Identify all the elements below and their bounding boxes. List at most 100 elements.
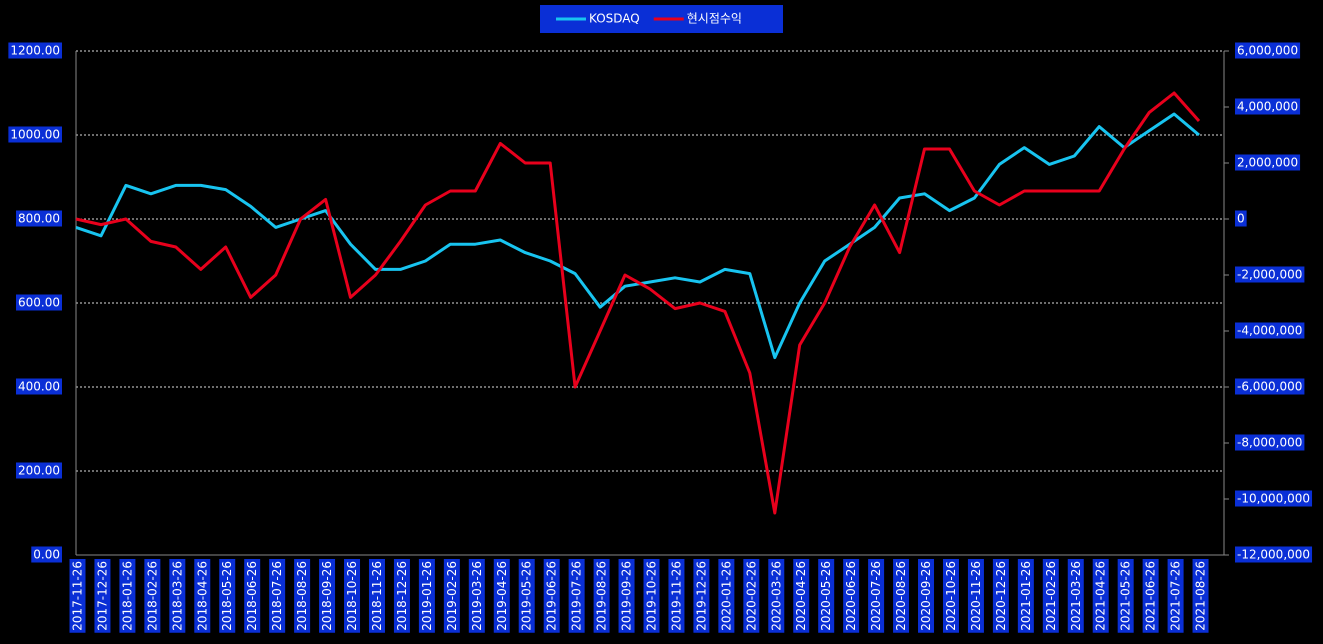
x-tick-label-bg [693, 559, 710, 633]
x-tick-label-group: 2020-07-26 [868, 559, 885, 633]
x-tick-label: 2019-06-26 [545, 561, 559, 631]
x-tick-label-bg [518, 559, 535, 633]
y-tick-label-group: 800.00 [16, 210, 62, 227]
x-tick-label-bg [543, 559, 560, 633]
y-tick-label-bg [16, 462, 62, 479]
y-tick-label-group: 1200.00 [8, 42, 62, 59]
x-tick-label-group: 2019-02-26 [443, 559, 460, 633]
y2-tick-label: -6,000,000 [1237, 380, 1302, 394]
x-tick-label-bg [1067, 559, 1084, 633]
x-tick-label-group: 2018-10-26 [344, 559, 361, 633]
x-tick-label-group: 2018-02-26 [144, 559, 161, 633]
x-tick-label-bg [169, 559, 186, 633]
x-tick-label-bg [493, 559, 510, 633]
x-tick-label: 2019-09-26 [620, 561, 634, 631]
x-tick-label-group: 2017-12-26 [94, 558, 111, 633]
x-tick-label-bg [1192, 559, 1209, 633]
x-tick-label: 2019-01-26 [420, 561, 434, 631]
x-tick-label: 2021-08-26 [1194, 561, 1208, 631]
x-tick-label-bg [119, 559, 136, 633]
y-tick-label-bg [16, 378, 62, 395]
x-tick-label-bg [1117, 559, 1134, 633]
x-tick-label-group: 2019-04-26 [493, 559, 510, 633]
x-tick-label-bg [967, 559, 984, 633]
y-tick-label-group: 1000.00 [8, 126, 62, 143]
x-tick-label-group: 2018-12-26 [393, 559, 410, 633]
y-tick-label-bg [8, 42, 62, 59]
x-tick-label-group: 2019-01-26 [418, 559, 435, 633]
x-tick-label-bg [1042, 559, 1059, 633]
x-tick-label: 2021-02-26 [1044, 561, 1058, 631]
x-tick-label-group: 2018-04-26 [194, 558, 211, 633]
y2-tick-label: 0 [1237, 212, 1245, 226]
y2-tick-label-group: -10,000,000 [1235, 490, 1313, 507]
y-tick-label: 0.00 [33, 548, 60, 562]
y2-tick-label-bg [1235, 154, 1301, 171]
x-tick-label-bg [568, 559, 585, 633]
x-tick-label: 2018-08-26 [295, 561, 309, 631]
y2-tick-label-bg [1235, 266, 1305, 283]
x-tick-label-bg [1017, 559, 1034, 633]
y2-tick-label: 6,000,000 [1237, 44, 1298, 58]
y2-tick-label-bg [1235, 546, 1313, 563]
x-tick-label-bg [219, 559, 236, 633]
x-tick-label-group: 2019-11-26 [668, 559, 685, 633]
x-tick-label-bg [443, 559, 460, 633]
x-tick-label: 2020-03-26 [769, 561, 783, 631]
x-tick-label-bg [194, 558, 211, 633]
x-tick-label: 2018-12-26 [395, 561, 409, 631]
y2-tick-label-bg [1235, 210, 1247, 227]
y2-tick-label: -8,000,000 [1237, 436, 1302, 450]
x-tick-label: 2020-02-26 [744, 561, 758, 631]
y-tick-label: 800.00 [18, 212, 60, 226]
x-tick-label-group: 2018-08-26 [294, 559, 311, 633]
x-tick-label-bg [344, 559, 361, 633]
x-tick-label: 2019-12-26 [694, 561, 708, 631]
x-tick-label-bg [94, 558, 111, 633]
y2-tick-label-bg [1235, 98, 1301, 115]
y-tick-label-bg [8, 126, 62, 143]
x-tick-label-group: 2018-03-26 [169, 559, 186, 633]
x-tick-label-bg [69, 559, 86, 633]
x-tick-label-bg [1142, 559, 1159, 633]
x-tick-label-bg [618, 559, 635, 633]
x-tick-label-bg [294, 559, 311, 633]
x-tick-label-group: 2019-05-26 [518, 559, 535, 633]
y2-tick-label-group: 2,000,000 [1235, 154, 1301, 171]
y2-tick-label-bg [1235, 434, 1305, 451]
x-tick-label: 2019-08-26 [595, 561, 609, 631]
x-tick-label: 2019-10-26 [645, 561, 659, 631]
x-tick-label-group: 2021-02-26 [1042, 559, 1059, 633]
x-tick-label: 2020-10-26 [944, 561, 958, 631]
y2-tick-label-bg [1235, 378, 1305, 395]
y-tick-label-group: 400.00 [16, 378, 62, 395]
y-tick-label-bg [16, 294, 62, 311]
x-tick-label: 2019-05-26 [520, 561, 534, 631]
x-tick-label-bg [368, 559, 385, 633]
x-tick-label-bg [1092, 559, 1109, 633]
x-tick-label-group: 2020-10-26 [942, 559, 959, 633]
x-tick-label: 2020-09-26 [919, 561, 933, 631]
x-tick-label-group: 2018-11-26 [368, 559, 385, 633]
x-tick-label-bg [418, 559, 435, 633]
x-tick-label: 2020-11-26 [969, 561, 983, 631]
x-tick-label: 2018-05-26 [220, 561, 234, 631]
x-tick-label-group: 2018-09-26 [319, 559, 336, 633]
x-tick-label: 2018-03-26 [170, 561, 184, 631]
x-tick-label-group: 2021-01-26 [1017, 559, 1034, 633]
x-tick-label: 2019-02-26 [445, 561, 459, 631]
y2-tick-label-bg [1235, 490, 1313, 507]
y-tick-label-bg [31, 546, 62, 563]
x-tick-label-bg [868, 559, 885, 633]
x-tick-label-group: 2019-12-26 [693, 559, 710, 633]
x-tick-label: 2020-12-26 [994, 561, 1008, 631]
x-tick-label-group: 2021-06-26 [1142, 559, 1159, 633]
x-tick-label-bg [269, 559, 286, 633]
x-tick-label: 2021-06-26 [1144, 561, 1158, 631]
y-tick-label: 1000.00 [10, 128, 60, 142]
x-tick-label-group: 2020-11-26 [967, 559, 984, 633]
x-tick-label: 2021-07-26 [1169, 561, 1183, 631]
x-tick-label-bg [593, 559, 610, 633]
x-tick-label-group: 2021-08-26 [1192, 559, 1209, 633]
